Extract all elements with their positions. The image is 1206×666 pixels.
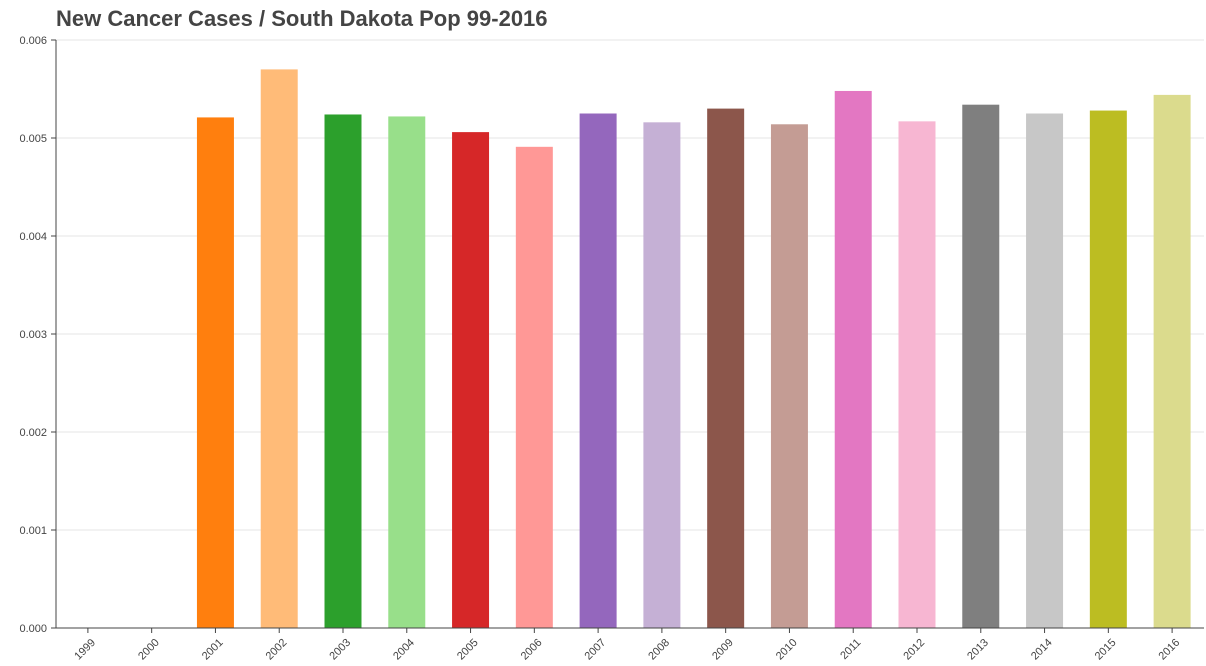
bar-2014 bbox=[1026, 113, 1064, 628]
x-tick-label-2009: 2009 bbox=[710, 637, 736, 663]
x-tick-label-2008: 2008 bbox=[646, 637, 672, 663]
y-tick-label: 0.006 bbox=[19, 35, 47, 47]
y-tick-label: 0.001 bbox=[19, 525, 47, 537]
x-tick-label-2013: 2013 bbox=[965, 637, 991, 663]
x-tick-label-2005: 2005 bbox=[455, 637, 481, 663]
x-tick-label-2015: 2015 bbox=[1093, 637, 1119, 663]
bar-2004 bbox=[388, 116, 426, 628]
x-tick-label-2014: 2014 bbox=[1029, 637, 1055, 663]
y-tick-label: 0.004 bbox=[19, 231, 47, 243]
y-tick-label: 0.005 bbox=[19, 133, 47, 145]
bar-2002 bbox=[260, 69, 298, 628]
bar-2001 bbox=[196, 117, 234, 629]
grid-lines bbox=[56, 39, 1204, 531]
bar-2015 bbox=[1089, 110, 1127, 628]
x-tick-label-1999: 1999 bbox=[72, 637, 98, 663]
x-tick-labels: 1999 2000 2001 2002 2003 2004 2005 2006 2007 2008… bbox=[72, 637, 1182, 663]
y-tick-label: 0.000 bbox=[19, 623, 47, 635]
bar-2008 bbox=[643, 122, 681, 628]
x-tick-label-2011: 2011 bbox=[838, 637, 863, 662]
bar-2011 bbox=[834, 90, 872, 628]
x-tick-label-2006: 2006 bbox=[519, 637, 545, 663]
bar-2007 bbox=[579, 113, 617, 628]
x-tick-label-2001: 2001 bbox=[200, 637, 226, 663]
bar-2005 bbox=[452, 132, 490, 628]
bar-2009 bbox=[707, 108, 745, 629]
x-tick-label-2012: 2012 bbox=[901, 637, 927, 663]
bar-2010 bbox=[770, 124, 808, 628]
axes bbox=[51, 39, 1204, 633]
x-tick-label-2003: 2003 bbox=[327, 637, 353, 663]
bar-2006 bbox=[515, 146, 553, 628]
chart-title: New Cancer Cases / South Dakota Pop 99-2… bbox=[56, 6, 548, 31]
bar-2003 bbox=[324, 114, 362, 629]
x-tick-label-2007: 2007 bbox=[583, 637, 609, 663]
x-tick-label-2016: 2016 bbox=[1157, 637, 1183, 663]
bar-2013 bbox=[962, 104, 1000, 629]
y-tick-label: 0.003 bbox=[19, 329, 47, 341]
bar-2012 bbox=[898, 121, 936, 628]
x-tick-label-2004: 2004 bbox=[391, 637, 417, 663]
y-tick-label: 0.002 bbox=[19, 427, 47, 439]
x-tick-label-2010: 2010 bbox=[774, 637, 800, 663]
bars bbox=[196, 69, 1191, 629]
y-tick-labels: 0.000 0.001 0.002 0.003 0.004 0.005 0.006 bbox=[19, 35, 47, 635]
bar-2016 bbox=[1153, 94, 1191, 628]
x-tick-label-2000: 2000 bbox=[136, 637, 162, 663]
x-tick-label-2002: 2002 bbox=[264, 637, 290, 663]
